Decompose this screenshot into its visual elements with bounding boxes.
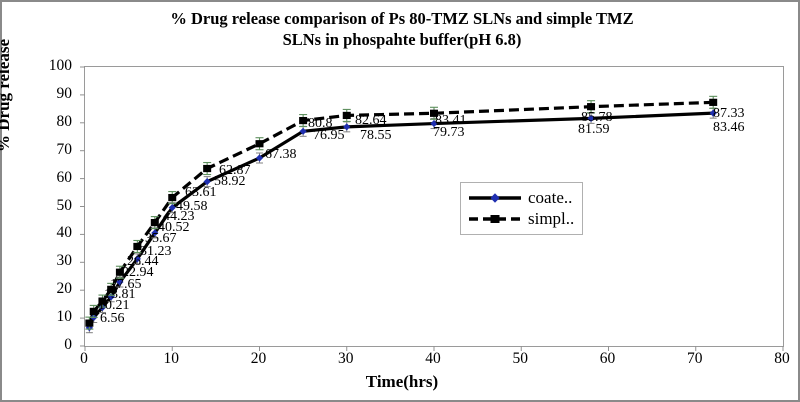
- chart-title-line-1: % Drug release comparison of Ps 80-TMZ S…: [170, 9, 634, 28]
- data-point-marker: [133, 242, 142, 251]
- data-label: 76.95: [313, 128, 345, 143]
- data-point-marker: [107, 293, 115, 301]
- data-label: 6.56: [100, 311, 125, 326]
- data-point-marker: [299, 116, 308, 125]
- x-tick-40: 40: [425, 350, 441, 367]
- data-label: 58.92: [214, 174, 246, 189]
- plot-area: 6.56 10.21 13.81 17.65 22.94 26.44 31.23 35.67 4…: [80, 66, 784, 351]
- x-tick-60: 60: [599, 350, 616, 367]
- legend-key-dashed-line: [467, 211, 523, 227]
- data-point-marker: [115, 268, 124, 276]
- data-label: 10.21: [98, 298, 130, 313]
- data-label: 83.41: [435, 113, 467, 128]
- y-tick-30: 30: [56, 252, 73, 270]
- x-tick-30: 30: [338, 350, 354, 367]
- data-label: 82.64: [355, 113, 387, 128]
- y-tick-20: 20: [56, 280, 73, 298]
- data-point-marker: [342, 111, 351, 120]
- data-label: 26.44: [127, 254, 159, 269]
- x-tick-50: 50: [512, 350, 529, 367]
- data-point-marker: [151, 229, 159, 237]
- legend-item-coated[interactable]: coate..: [467, 187, 574, 208]
- x-tick-70: 70: [687, 350, 703, 367]
- data-point-marker: [587, 114, 595, 122]
- data-point-marker: [587, 103, 596, 111]
- x-tick-80: 80: [774, 350, 790, 367]
- data-point-marker: [85, 319, 94, 327]
- legend-label-simple: simpl..: [528, 208, 575, 228]
- y-tick-80: 80: [56, 112, 73, 130]
- data-point-marker: [168, 204, 176, 212]
- data-point-marker: [709, 98, 718, 106]
- x-tick-10: 10: [163, 350, 180, 367]
- data-label: 17.65: [110, 277, 142, 292]
- data-label: 87.33: [713, 106, 745, 121]
- data-label: 22.94: [122, 265, 154, 280]
- data-label: 13.81: [104, 287, 136, 302]
- data-point-marker: [133, 255, 141, 263]
- legend-item-simple[interactable]: simpl..: [467, 208, 574, 229]
- data-point-marker: [255, 140, 264, 148]
- data-label: 85.78: [581, 110, 613, 125]
- y-tick-0: 0: [64, 336, 72, 353]
- data-point-marker: [430, 119, 438, 128]
- y-tick-100: 100: [48, 57, 72, 74]
- data-point-marker: [299, 127, 307, 135]
- data-label: 40.52: [158, 220, 190, 235]
- data-point-marker: [203, 164, 212, 173]
- x-tick-20: 20: [250, 350, 267, 367]
- y-tick-90: 90: [56, 84, 73, 102]
- chart-title-line-2: SLNs in phospahte buffer(pH 6.8): [282, 30, 522, 49]
- data-point-marker: [255, 154, 264, 162]
- data-label: 79.73: [433, 125, 465, 140]
- chart-legend[interactable]: coate.. simpl..: [460, 182, 584, 235]
- data-label: 31.23: [140, 244, 172, 259]
- data-point-marker: [343, 123, 351, 131]
- data-label: 80.8: [308, 116, 333, 131]
- data-label: 81.59: [578, 122, 610, 137]
- data-label: 49.58: [176, 199, 208, 214]
- data-label: 83.46: [713, 120, 745, 135]
- legend-key-solid-line: [467, 190, 523, 206]
- y-axis-tick-labels: 0 10 20 30 40 50 60 70 80 90 100: [2, 57, 78, 353]
- data-point-marker: [168, 193, 177, 202]
- data-label: 78.55: [360, 128, 392, 143]
- y-tick-50: 50: [56, 196, 73, 214]
- x-axis-tick-labels: 0 10 20 30 40 50 60 70 80: [80, 350, 790, 374]
- data-point-marker: [89, 307, 98, 316]
- data-point-marker: [709, 109, 717, 117]
- y-tick-60: 60: [56, 168, 73, 186]
- x-tick-0: 0: [80, 350, 88, 367]
- legend-label-coated: coate..: [528, 187, 573, 207]
- data-point-marker: [107, 285, 116, 293]
- data-label: 62.87: [219, 163, 251, 178]
- y-tick-40: 40: [56, 224, 73, 242]
- data-label: 67.38: [265, 147, 297, 162]
- data-point-marker: [430, 109, 438, 117]
- x-axis-title: Time(hrs): [365, 372, 439, 391]
- chart-title: % Drug release comparison of Ps 80-TMZ S…: [62, 8, 742, 50]
- y-tick-70: 70: [56, 140, 73, 158]
- data-label: 63.61: [185, 185, 217, 200]
- data-point-marker: [150, 218, 159, 227]
- plot-canvas: [80, 66, 784, 351]
- data-point-marker: [98, 297, 107, 305]
- y-tick-10: 10: [56, 308, 73, 326]
- data-point-marker: [203, 178, 211, 186]
- data-label: 44.23: [163, 209, 195, 224]
- data-label: 35.67: [145, 231, 177, 246]
